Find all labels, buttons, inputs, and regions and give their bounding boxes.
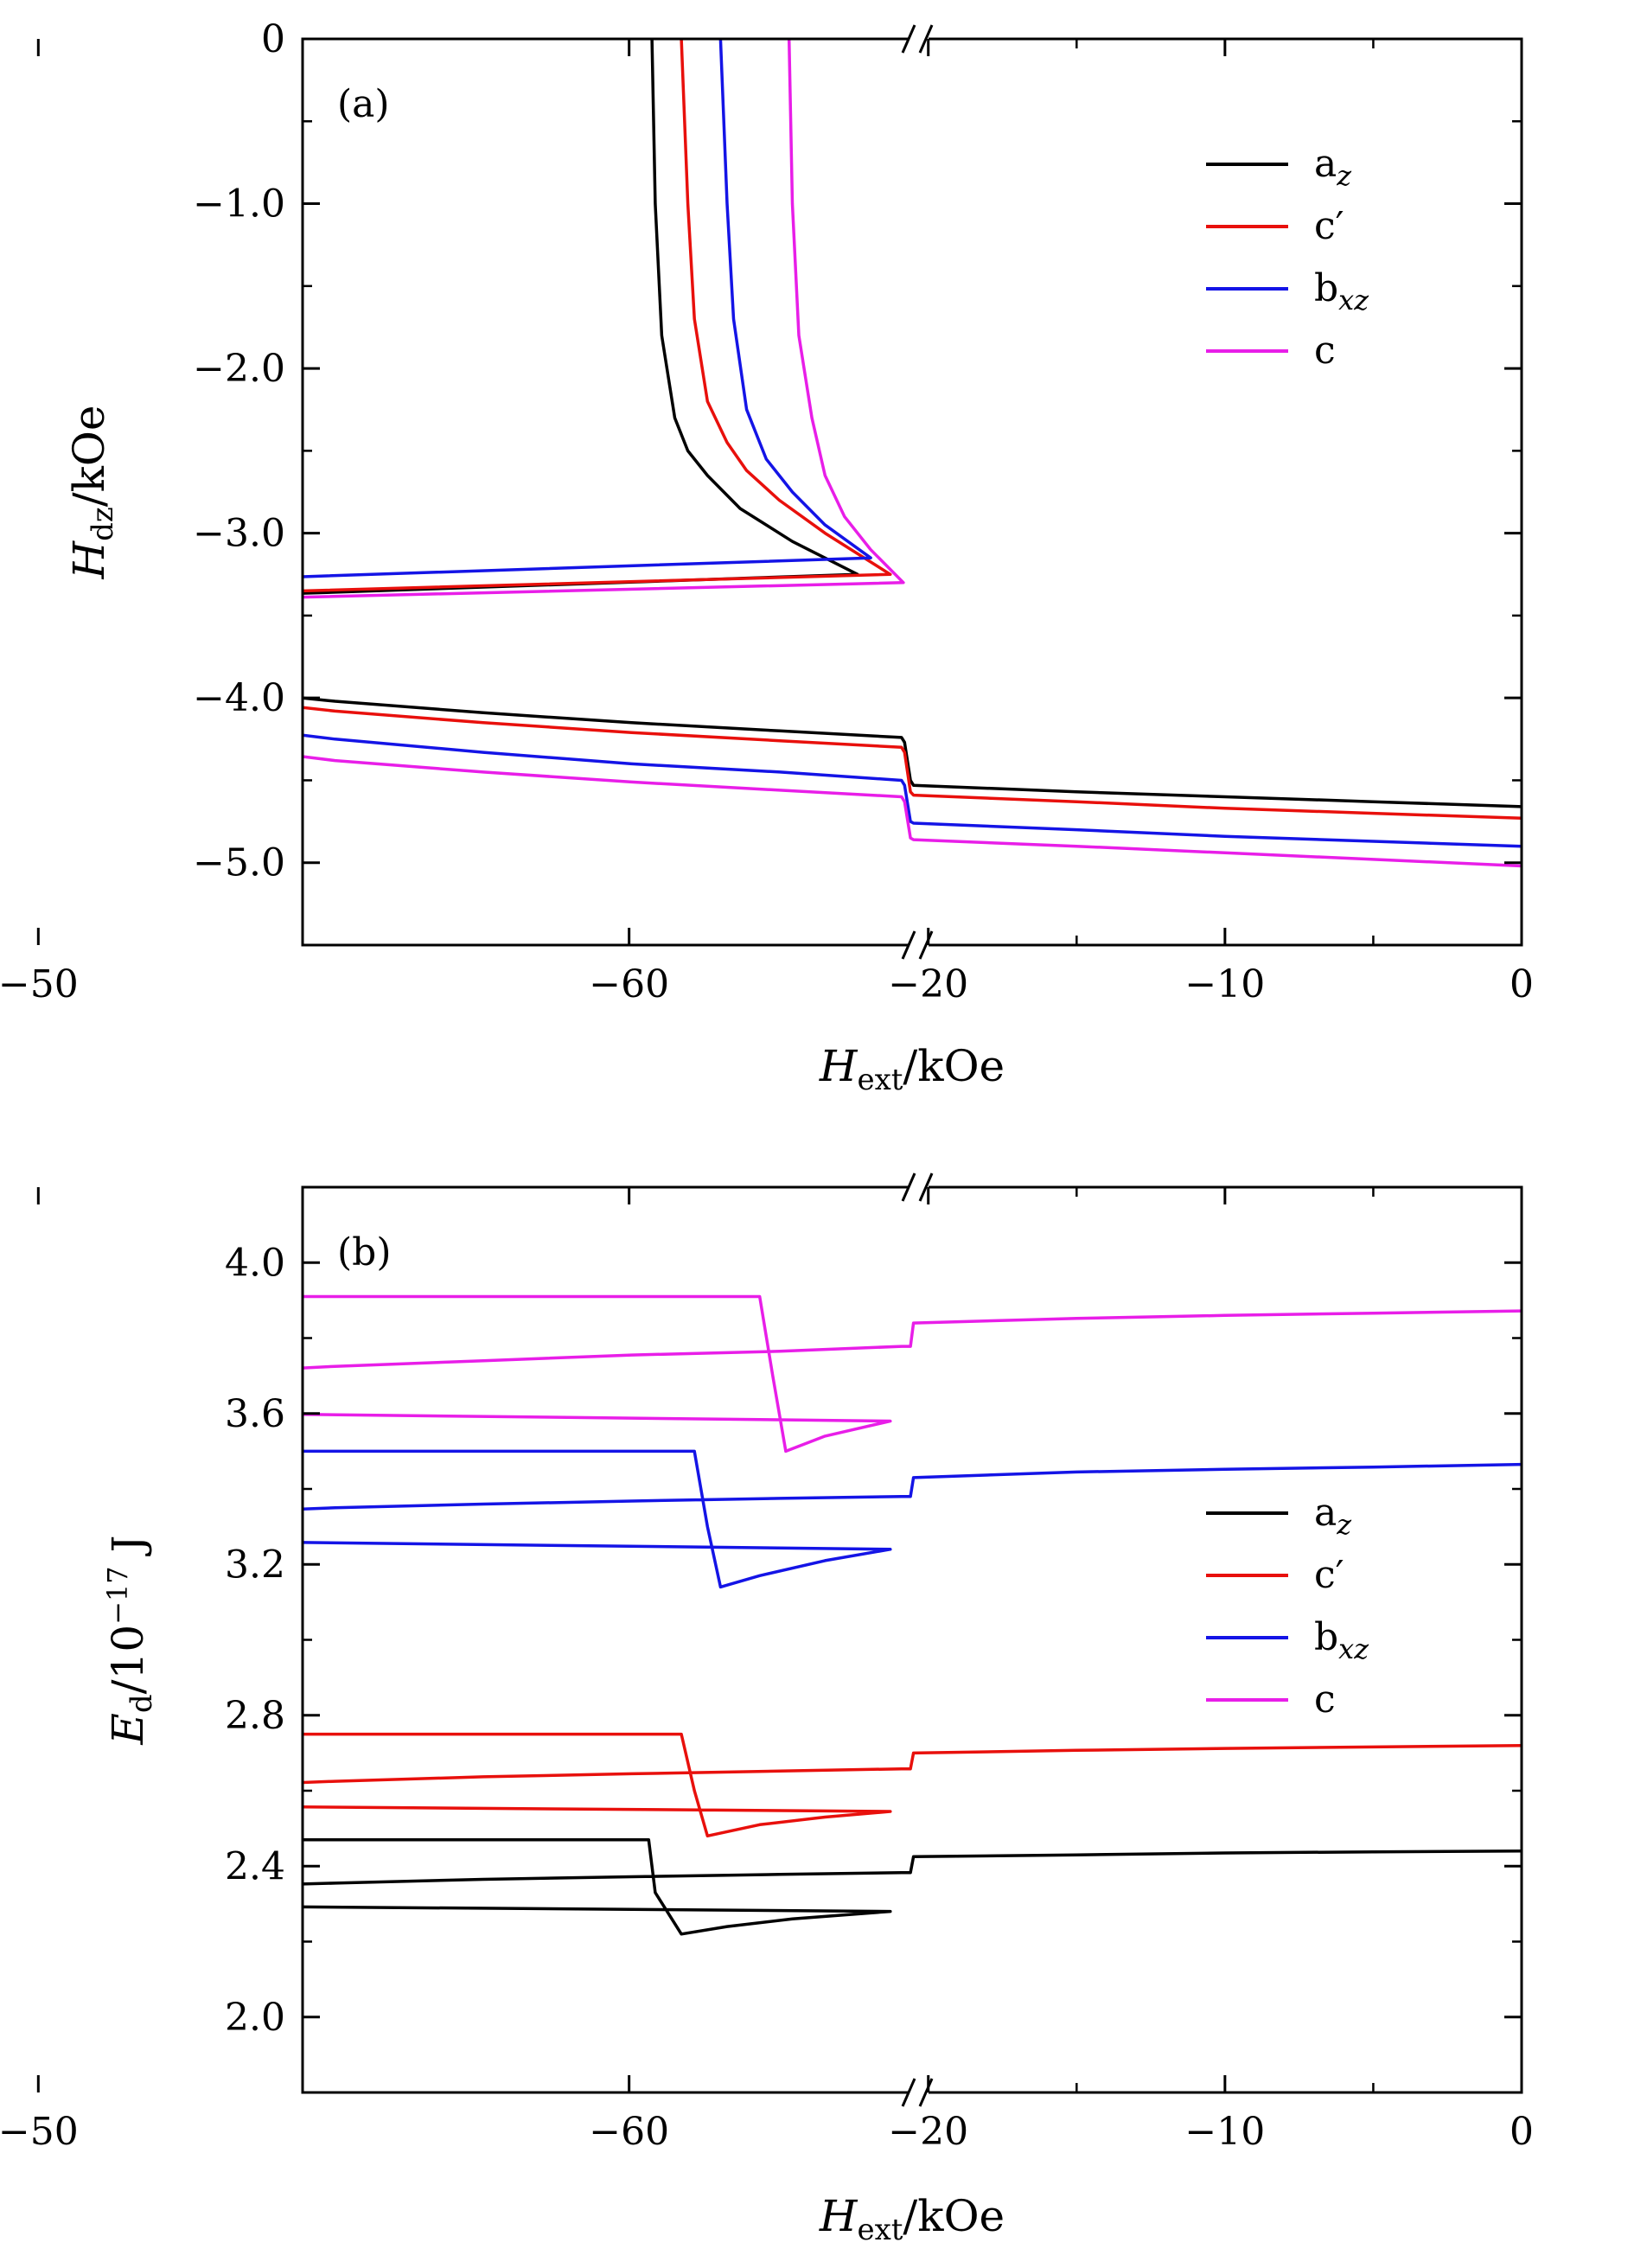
series-line-c: [303, 1294, 1522, 1453]
y-axis-title: Hdz/kOe: [64, 405, 120, 579]
axis-break-top: [901, 1172, 934, 1202]
x-tick-label: 0: [1510, 2110, 1534, 2154]
y-tick-label: −2.0: [193, 347, 285, 391]
legend-label-c-prime: c′: [1314, 204, 1344, 248]
x-tick-label: −20: [888, 962, 968, 1006]
x-tick-label: −60: [589, 962, 669, 1006]
y-tick-label: −3.0: [193, 512, 285, 556]
series-line-c-prime: [303, 39, 1522, 821]
x-axis-title: Hext/kOe: [819, 1041, 1005, 1097]
y-tick-label: 3.2: [225, 1543, 285, 1587]
y-tick-label: −5.0: [193, 841, 285, 885]
legend-label-c-prime: c′: [1314, 1553, 1344, 1597]
axis-break-bottom: [901, 930, 934, 960]
x-tick-label: −50: [0, 962, 79, 1006]
y-tick-label: 2.8: [225, 1694, 285, 1738]
x-tick-label: −20: [888, 2110, 968, 2154]
series-line-bxz: [303, 39, 1522, 848]
legend-label-c: c: [1314, 1677, 1336, 1722]
axis-break-top: [901, 24, 934, 54]
axis-break-bottom: [901, 2078, 934, 2107]
series-line-c-prime: [303, 1732, 1522, 1838]
y-tick-label: 4.0: [225, 1241, 285, 1285]
legend: az c′ bxz c: [1206, 142, 1369, 373]
chart-panel-b: −60 −50 −20 −10 0 2.0 2.4 2.8 3.2 3.6 4.0 (b) Hext/k…: [0, 1172, 1534, 2247]
y-tick-label: 2.0: [225, 1996, 285, 2040]
series-line-az: [303, 1837, 1522, 1936]
y-tick-label: 3.6: [225, 1392, 285, 1436]
y-tick-label: 2.4: [225, 1844, 285, 1888]
y-axis-title: Ed/10−17 J: [101, 1535, 159, 1745]
panel-label: (b): [337, 1230, 392, 1275]
series-group: [303, 39, 1522, 868]
series-line-c: [303, 39, 1522, 868]
x-tick-label: −50: [0, 2110, 79, 2154]
x-tick-label: 0: [1510, 962, 1534, 1006]
y-tick-label: 0: [261, 17, 285, 61]
y-tick-label: −4.0: [193, 676, 285, 720]
series-line-az: [303, 39, 1522, 808]
panel-label: (a): [337, 82, 390, 126]
legend-label-az: az: [1314, 142, 1352, 192]
x-tick-label: −10: [1184, 2110, 1265, 2154]
series-group: [303, 1294, 1522, 1936]
chart-panel-a: −60 −50 −20 −10 0 0 −1.0 −2.0 −3.0 −4.0 −5.0 (a) Hex…: [0, 17, 1534, 1097]
legend-label-az: az: [1314, 1491, 1352, 1541]
legend-label-bxz: bxz: [1314, 266, 1369, 316]
legend-label-bxz: bxz: [1314, 1615, 1369, 1665]
series-line-bxz: [303, 1449, 1522, 1589]
x-tick-label: −10: [1184, 962, 1265, 1006]
y-tick-label: −1.0: [193, 182, 285, 227]
legend: az c′ bxz c: [1206, 1491, 1369, 1722]
x-tick-label: −60: [589, 2110, 669, 2154]
x-axis-title: Hext/kOe: [819, 2191, 1005, 2247]
legend-label-c: c: [1314, 329, 1336, 373]
